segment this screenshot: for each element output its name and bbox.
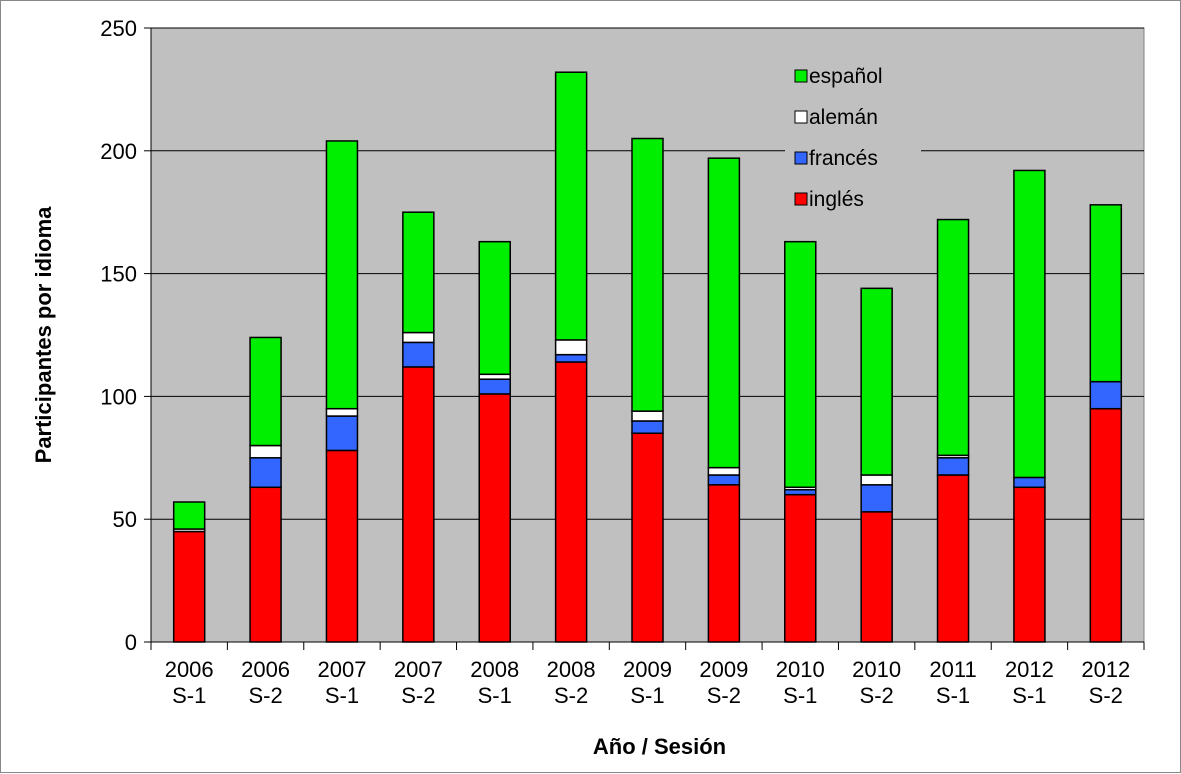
legend-label-alemán: alemán: [809, 106, 878, 129]
x-tick-label-year: 2010: [852, 657, 901, 682]
bar-segment-inglés: [554, 361, 588, 643]
legend-label-inglés: inglés: [809, 188, 864, 211]
bar-segment-inglés: [936, 474, 970, 643]
x-tick-label-year: 2012: [1081, 657, 1130, 682]
bar-segment-inglés: [707, 484, 741, 643]
axes: [144, 27, 1145, 650]
bar-segment-inglés: [1013, 486, 1046, 643]
x-tick-label-session: S-2: [401, 683, 435, 708]
bar-segment-español: [402, 211, 435, 334]
x-tick-label-year: 2006: [241, 657, 290, 682]
x-tick-label-year: 2007: [317, 657, 366, 682]
bar-segment-alemán: [707, 466, 741, 476]
y-tick-label: 250: [100, 16, 137, 41]
bar-segment-alemán: [554, 339, 588, 356]
bar-segment-inglés: [402, 366, 435, 643]
x-tick-labels: 2006S-12006S-22007S-12007S-22008S-12008S…: [165, 657, 1131, 708]
x-tick-label-year: 2012: [1005, 657, 1054, 682]
x-tick-label-session: S-1: [478, 683, 512, 708]
bar-segment-español: [631, 137, 664, 412]
bar-segment-francés: [554, 353, 588, 363]
x-tick-label-year: 2009: [623, 657, 672, 682]
x-tick-label-session: S-2: [248, 683, 282, 708]
bar-segment-inglés: [478, 393, 511, 643]
bar-segment-alemán: [325, 407, 359, 417]
x-tick-label-session: S-2: [707, 683, 741, 708]
bar-segment-francés: [936, 457, 970, 476]
bar-segment-inglés: [631, 432, 664, 643]
bar-segment-francés: [860, 484, 893, 513]
bar-segment-inglés: [325, 449, 359, 643]
legend-swatch-alemán: [794, 110, 808, 124]
y-tick-label: 100: [100, 384, 137, 409]
x-tick-label-session: S-2: [1089, 683, 1123, 708]
bar-segment-español: [478, 240, 511, 376]
bar-segment-español: [860, 287, 893, 476]
x-tick-label-year: 2009: [699, 657, 748, 682]
x-tick-label-year: 2007: [394, 657, 443, 682]
bar-segment-español: [249, 336, 282, 447]
bar-segment-alemán: [631, 410, 664, 422]
bar-segment-español: [554, 71, 588, 341]
bar-segment-francés: [1013, 476, 1046, 489]
x-axis-title: Año / Sesión: [593, 734, 726, 759]
bar-segment-español: [707, 157, 741, 469]
x-tick-label-session: S-2: [860, 683, 894, 708]
bar-segment-inglés: [249, 486, 282, 643]
bar-segment-francés: [707, 474, 741, 486]
bar-segment-inglés: [860, 511, 893, 643]
legend-swatch-español: [794, 69, 808, 83]
x-tick-label-session: S-2: [554, 683, 588, 708]
bar-segment-español: [172, 501, 206, 530]
x-tick-label-session: S-1: [1012, 683, 1046, 708]
bar-segment-francés: [478, 378, 511, 395]
y-tick-labels: 0 50 100 150 200 250: [100, 16, 137, 655]
bar-segment-francés: [249, 457, 282, 489]
bar-segment-francés: [325, 415, 359, 452]
x-tick-label-session: S-1: [172, 683, 206, 708]
bar-segment-inglés: [784, 493, 817, 643]
x-tick-label-session: S-1: [325, 683, 359, 708]
legend-box: [785, 56, 921, 224]
x-tick-label-year: 2006: [165, 657, 214, 682]
legend-label-francés: francés: [809, 147, 878, 170]
bar-segment-español: [325, 140, 359, 410]
bar-segment-inglés: [172, 530, 206, 643]
legend-label-español: español: [809, 65, 883, 88]
y-axis-title: Participantes por idioma: [31, 206, 56, 463]
bar-segment-español: [1089, 204, 1123, 383]
bar-segment-español: [784, 240, 817, 489]
y-tick-label: 0: [125, 630, 137, 655]
bar-segment-español: [1013, 169, 1046, 479]
bar-segment-francés: [1089, 380, 1123, 410]
x-tick-label-year: 2011: [929, 657, 976, 682]
y-tick-label: 50: [113, 507, 137, 532]
legend-swatch-inglés: [794, 192, 808, 206]
bar-segment-inglés: [1089, 407, 1123, 643]
bar-segment-español: [936, 218, 970, 457]
x-tick-label-session: S-1: [936, 683, 970, 708]
y-tick-label: 150: [100, 262, 137, 287]
bar-segment-alemán: [860, 474, 893, 486]
x-tick-label-year: 2010: [776, 657, 825, 682]
x-tick-label-session: S-1: [783, 683, 817, 708]
y-tick-label: 200: [100, 139, 137, 164]
bars: [172, 71, 1123, 643]
bar-segment-francés: [402, 341, 435, 368]
x-tick-label-session: S-1: [630, 683, 664, 708]
x-tick-label-year: 2008: [547, 657, 596, 682]
legend: español alemán francés inglés: [785, 56, 921, 224]
x-tick-label-year: 2008: [470, 657, 519, 682]
bar-segment-alemán: [402, 331, 435, 344]
legend-swatch-francés: [794, 151, 808, 165]
bar-segment-alemán: [249, 444, 282, 459]
bar-segment-francés: [631, 420, 664, 434]
